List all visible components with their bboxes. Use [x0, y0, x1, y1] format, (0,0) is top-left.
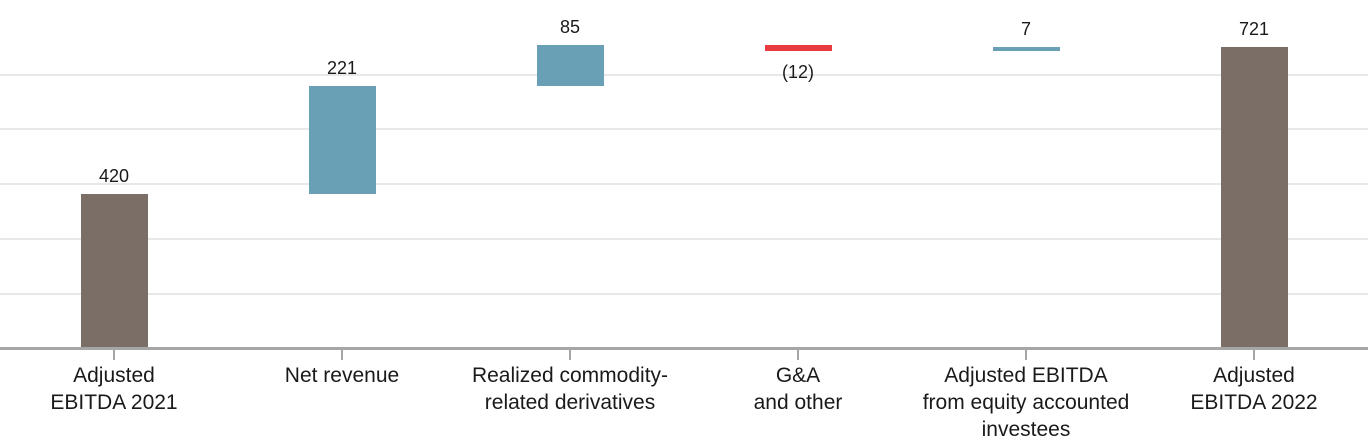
value-label-adjusted-ebitda-from-equity-accounted-investees: 7	[1020, 19, 1031, 40]
bar-adjusted-ebitda-2021	[80, 194, 148, 348]
category-label-realized-commodity-related-derivatives: Realized commodity-related derivatives	[455, 362, 685, 416]
category-label-line: Adjusted	[1213, 364, 1295, 387]
category-label-line: investees	[981, 418, 1071, 440]
gridline-2	[0, 183, 1368, 185]
category-label-line: EBITDA 2021	[50, 391, 178, 414]
gridline-0	[0, 74, 1368, 76]
gridline-1	[0, 128, 1368, 130]
category-label-adjusted-ebitda-2021: Adjusted EBITDA 2021	[0, 362, 229, 416]
axis-tick-realized-commodity-related-derivatives	[569, 350, 571, 360]
value-label-g-a-and-other: (12)	[781, 61, 814, 82]
category-label-line: and other	[753, 391, 843, 414]
gridline-3	[0, 238, 1368, 240]
category-label-line: Adjusted	[73, 364, 155, 387]
value-label-adjusted-ebitda-2022: 721	[1238, 19, 1270, 40]
value-label-realized-commodity-related-derivatives: 85	[559, 16, 581, 37]
bar-net-revenue	[308, 86, 376, 195]
axis-tick-adjusted-ebitda-2022	[1253, 350, 1255, 360]
category-label-line: from equity accounted	[922, 391, 1130, 414]
category-label-line: Adjusted EBITDA	[944, 364, 1108, 387]
category-axis-line	[0, 347, 1368, 350]
category-label-g-a-and-other: G&A and other	[683, 362, 913, 416]
bar-realized-commodity-related-derivatives	[536, 44, 604, 87]
axis-tick-adjusted-ebitda-from-equity-accounted-investees	[1025, 350, 1027, 360]
axis-tick-net-revenue	[341, 350, 343, 360]
bar-adjusted-ebitda-2022	[1220, 47, 1288, 348]
category-label-line: Net revenue	[284, 364, 400, 387]
category-label-line: related derivatives	[484, 391, 656, 414]
category-label-net-revenue: Net revenue	[227, 362, 457, 389]
category-label-line: EBITDA 2022	[1190, 391, 1318, 414]
category-label-line: Realized commodity-	[471, 364, 669, 387]
axis-tick-adjusted-ebitda-2021	[113, 350, 115, 360]
category-label-adjusted-ebitda-2022: Adjusted EBITDA 2022	[1139, 362, 1368, 416]
axis-tick-g-a-and-other	[797, 350, 799, 360]
bar-g-a-and-other	[764, 44, 832, 51]
value-label-adjusted-ebitda-2021: 420	[98, 166, 130, 187]
value-label-net-revenue: 221	[326, 58, 358, 79]
gridline-4	[0, 293, 1368, 295]
bar-adjusted-ebitda-from-equity-accounted-investees	[992, 47, 1060, 51]
category-label-adjusted-ebitda-from-equity-accounted-investees: Adjusted EBITDA from equity accounted inve…	[911, 362, 1141, 440]
category-label-line: G&A	[775, 364, 821, 387]
